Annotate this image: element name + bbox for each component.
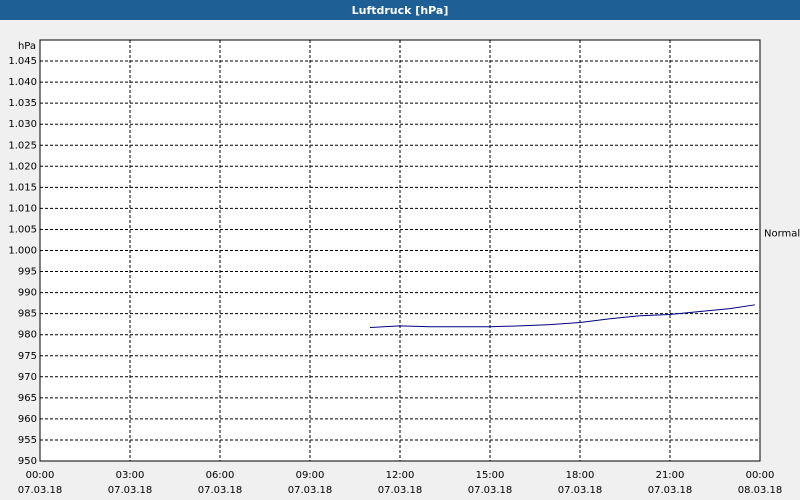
x-tick-label: 06:00 xyxy=(206,470,235,481)
y-tick-label: 1.010 xyxy=(8,203,37,214)
y-tick-label: 1.045 xyxy=(8,56,37,67)
x-tick-date: 08.03.18 xyxy=(738,485,783,496)
x-tick-label: 15:00 xyxy=(476,470,505,481)
y-tick-label: 960 xyxy=(18,414,37,425)
y-tick-label: 980 xyxy=(18,330,37,341)
y-tick-label: 1.035 xyxy=(8,98,37,109)
y-tick-label: 1.015 xyxy=(8,182,37,193)
y-tick-label: 975 xyxy=(18,351,37,362)
chart-title: Luftdruck [hPa] xyxy=(352,4,449,17)
x-tick-date: 07.03.18 xyxy=(198,485,243,496)
y-tick-label: 965 xyxy=(18,393,37,404)
y-tick-label: 995 xyxy=(18,267,37,278)
x-tick-label: 21:00 xyxy=(656,470,685,481)
x-tick-date: 07.03.18 xyxy=(108,485,153,496)
x-tick-date: 07.03.18 xyxy=(468,485,513,496)
y-tick-label: 1.040 xyxy=(8,77,37,88)
y-tick-label: 1.025 xyxy=(8,140,37,151)
x-tick-date: 07.03.18 xyxy=(288,485,333,496)
y-tick-label: 950 xyxy=(18,456,37,467)
x-tick-label: 18:00 xyxy=(566,470,595,481)
y-tick-label: 970 xyxy=(18,372,37,383)
y-tick-label: 1.000 xyxy=(8,246,37,257)
y-tick-label: 1.005 xyxy=(8,224,37,235)
y-tick-label: 955 xyxy=(18,435,37,446)
y-tick-label: 1.030 xyxy=(8,119,37,130)
y-tick-label: 985 xyxy=(18,309,37,320)
x-tick-date: 07.03.18 xyxy=(18,485,63,496)
y-axis-label: hPa xyxy=(18,41,36,52)
x-tick-label: 03:00 xyxy=(116,470,145,481)
x-tick-date: 07.03.18 xyxy=(378,485,423,496)
x-tick-date: 07.03.18 xyxy=(648,485,693,496)
title-bar xyxy=(0,0,800,20)
x-tick-label: 12:00 xyxy=(386,470,415,481)
x-tick-label: 00:00 xyxy=(26,470,55,481)
x-tick-date: 07.03.18 xyxy=(558,485,603,496)
y-tick-label: 990 xyxy=(18,288,37,299)
x-tick-label: 09:00 xyxy=(296,470,325,481)
x-tick-label: 00:00 xyxy=(746,470,775,481)
y-tick-label: 1.020 xyxy=(8,161,37,172)
annotation: Normal xyxy=(764,229,800,240)
data-line xyxy=(369,304,755,329)
